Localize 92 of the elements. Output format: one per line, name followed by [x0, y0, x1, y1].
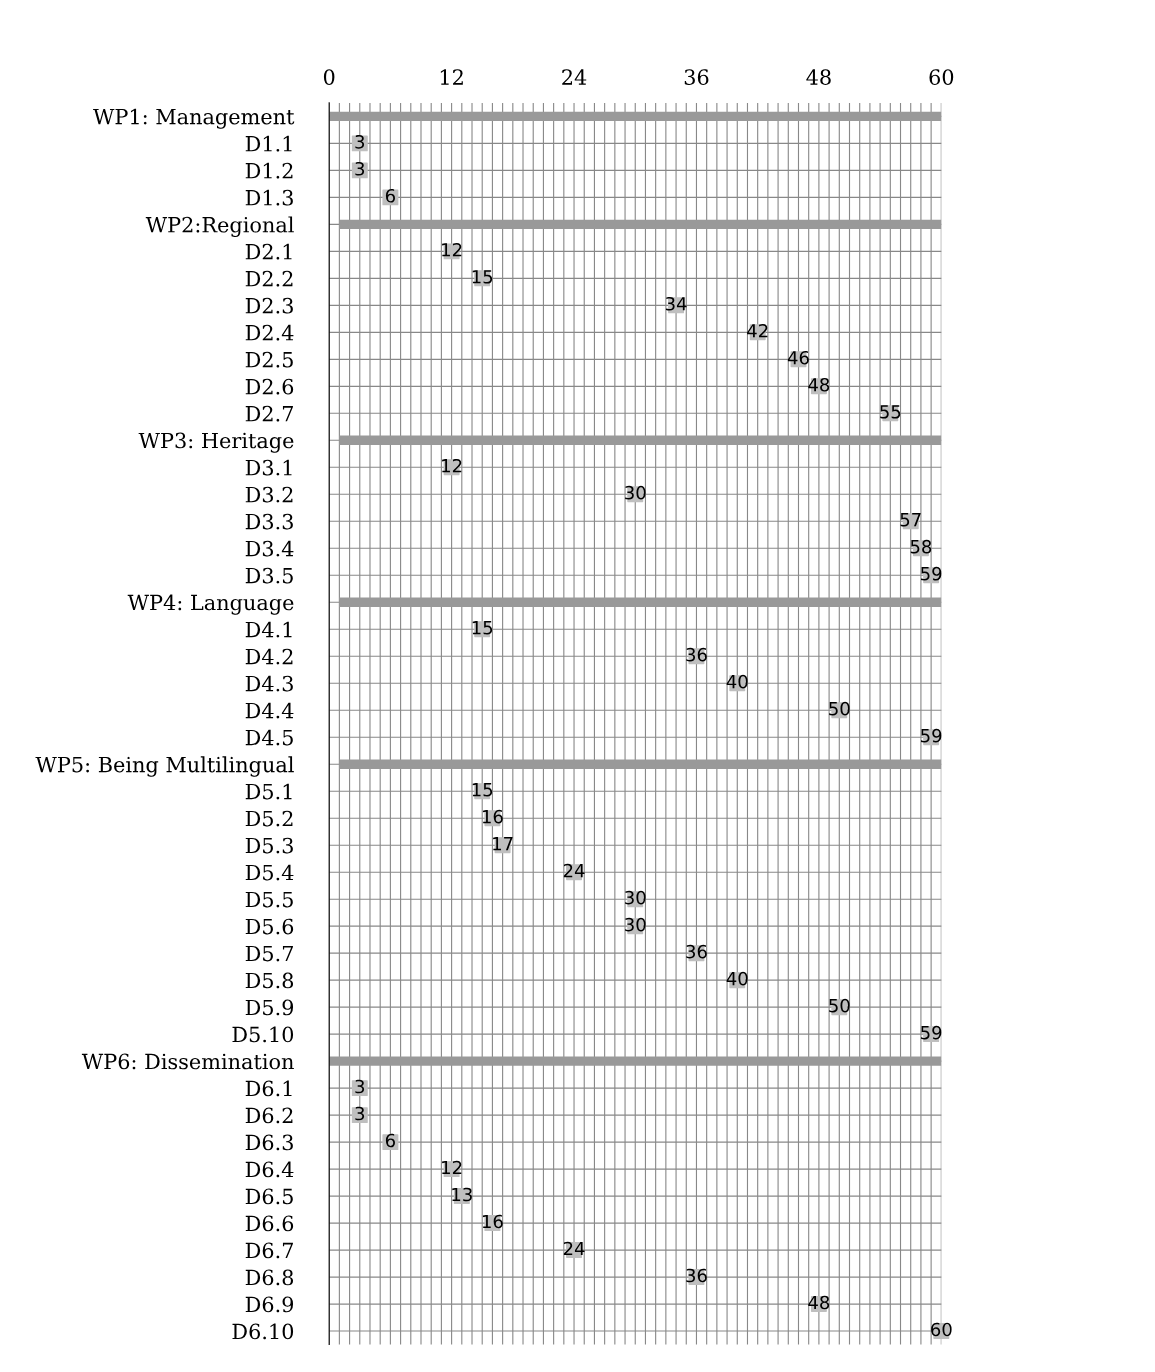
y-tick-label: D6.2 — [245, 1107, 293, 1124]
data-label: 57 — [900, 513, 921, 527]
y-tick-label: D2.5 — [245, 351, 293, 368]
y-tick-label: D5.2 — [245, 810, 293, 827]
data-label: 13 — [452, 1187, 472, 1202]
data-label: 34 — [665, 296, 687, 311]
y-tick-label: D3.1 — [245, 459, 292, 476]
x-tick-label: 36 — [684, 69, 709, 85]
data-label: 15 — [472, 621, 493, 635]
data-label: 36 — [686, 1268, 707, 1283]
y-tick-label: D5.8 — [245, 972, 294, 989]
y-tick-label: D3.4 — [245, 540, 294, 557]
data-label: 30 — [625, 917, 646, 932]
data-label: 12 — [442, 1160, 462, 1175]
data-label: 16 — [482, 809, 503, 824]
y-tick-label: D3.3 — [245, 513, 293, 530]
data-label: 48 — [808, 1295, 830, 1310]
x-tick-label: 60 — [929, 69, 954, 85]
y-tick-label: D6.8 — [245, 1269, 294, 1286]
data-label: 58 — [910, 539, 932, 554]
data-label: 3 — [355, 134, 365, 149]
y-tick-label: D2.3 — [245, 297, 293, 314]
data-label: 59 — [921, 728, 942, 743]
y-tick-label: D6.5 — [245, 1188, 293, 1205]
y-tick-label: D4.4 — [245, 702, 294, 719]
data-label: 24 — [563, 863, 585, 878]
data-label: 42 — [747, 323, 768, 338]
y-tick-label: D4.1 — [245, 621, 292, 638]
y-tick-label: D2.6 — [245, 378, 294, 395]
data-label: 59 — [921, 566, 942, 581]
data-label: 40 — [726, 971, 748, 986]
data-label: 36 — [686, 944, 707, 959]
y-tick-label: D3.5 — [245, 567, 293, 584]
y-tick-label: WP4: Language — [127, 594, 294, 615]
y-tick-label: D6.6 — [245, 1215, 294, 1232]
x-tick-label: 0 — [323, 69, 335, 85]
y-tick-label: D2.1 — [245, 243, 292, 260]
data-label: 60 — [931, 1322, 952, 1337]
data-label: 24 — [563, 1241, 585, 1256]
y-tick-label: D5.1 — [245, 783, 292, 800]
y-tick-label: D1.2 — [245, 162, 293, 179]
y-tick-label: D2.2 — [245, 270, 293, 287]
y-tick-label: D5.3 — [245, 837, 293, 854]
data-label: 12 — [442, 242, 462, 257]
data-label: 30 — [625, 890, 646, 905]
y-tick-label: D6.1 — [245, 1080, 292, 1097]
y-tick-label: D5.6 — [245, 918, 294, 935]
y-tick-label: D4.2 — [245, 648, 293, 665]
data-label: 3 — [355, 1079, 365, 1094]
data-label: 50 — [829, 701, 850, 716]
data-label: 6 — [385, 188, 395, 203]
y-tick-label: WP3: Heritage — [138, 432, 294, 453]
data-label: 46 — [787, 350, 809, 365]
y-tick-label: D6.4 — [245, 1161, 294, 1178]
y-tick-label: D4.5 — [245, 729, 293, 746]
y-tick-label: D5.10 — [232, 1026, 294, 1043]
y-tick-label: WP1: Management — [93, 108, 295, 129]
data-label: 15 — [472, 270, 493, 284]
data-label: 17 — [493, 837, 513, 851]
y-tick-label: D1.1 — [245, 135, 292, 152]
y-tick-label: D6.9 — [245, 1296, 294, 1313]
y-tick-label: D4.3 — [245, 675, 293, 692]
y-tick-label: D6.10 — [232, 1323, 294, 1340]
y-tick-label: D1.3 — [245, 189, 293, 206]
y-tick-label: D2.7 — [245, 405, 293, 422]
data-label: 36 — [686, 647, 707, 662]
data-label: 15 — [472, 783, 493, 797]
y-tick-label: D6.7 — [245, 1242, 293, 1259]
data-label: 3 — [355, 161, 365, 176]
data-label: 48 — [808, 377, 830, 392]
x-tick-label: 48 — [806, 69, 831, 85]
y-tick-label: D5.5 — [245, 891, 293, 908]
data-label: 12 — [442, 458, 462, 473]
data-label: 30 — [625, 485, 646, 500]
x-tick-label: 12 — [440, 69, 463, 85]
data-label: 59 — [921, 1025, 942, 1040]
y-tick-label: D3.2 — [245, 486, 293, 503]
data-label: 40 — [726, 674, 748, 689]
data-label: 55 — [880, 405, 901, 419]
y-tick-label: WP5: Being Multilingual — [35, 756, 294, 777]
x-tick-label: 24 — [562, 69, 587, 85]
y-tick-label: D5.9 — [245, 999, 294, 1016]
y-tick-label: WP6: Dissemination — [81, 1053, 294, 1070]
data-label: 6 — [385, 1133, 395, 1148]
data-label: 16 — [482, 1214, 503, 1229]
y-tick-label: D6.3 — [245, 1134, 293, 1151]
y-tick-label: D2.4 — [245, 324, 294, 341]
y-tick-label: WP2:Regional — [145, 216, 294, 237]
y-tick-label: D5.4 — [245, 864, 294, 881]
data-label: 3 — [355, 1106, 365, 1121]
data-label: 50 — [829, 998, 850, 1013]
y-tick-label: D5.7 — [245, 945, 293, 962]
